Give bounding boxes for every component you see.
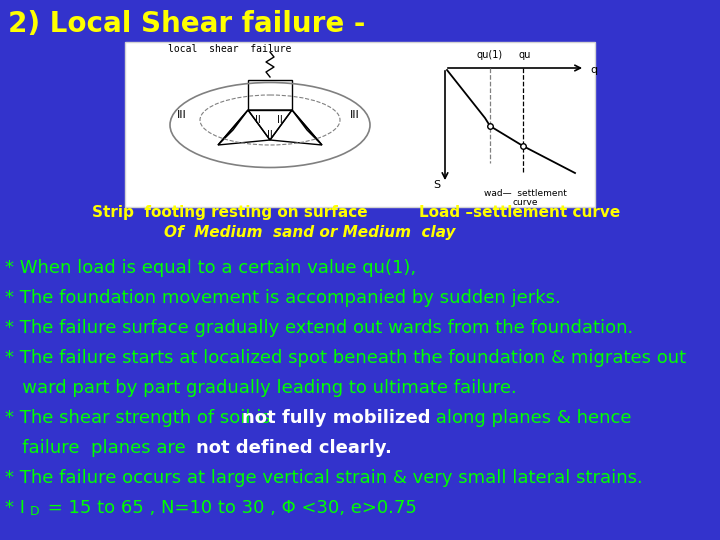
Text: 2) Local Shear failure -: 2) Local Shear failure - — [8, 10, 365, 38]
Text: II: II — [255, 115, 261, 125]
Text: * The foundation movement is accompanied by sudden jerks.: * The foundation movement is accompanied… — [5, 289, 561, 307]
Text: * The shear strength of soil is: * The shear strength of soil is — [5, 409, 276, 427]
Bar — [248, 80, 292, 110]
Text: wad—  settlement: wad— settlement — [484, 189, 567, 198]
Text: * The failure starts at localized spot beneath the foundation & migrates out: * The failure starts at localized spot b… — [5, 349, 686, 367]
Text: failure  planes are: failure planes are — [5, 439, 192, 457]
Text: D: D — [30, 505, 40, 518]
Text: qu(1): qu(1) — [477, 50, 503, 60]
Text: S: S — [433, 180, 441, 190]
Text: * The failure occurs at large vertical strain & very small lateral strains.: * The failure occurs at large vertical s… — [5, 469, 643, 487]
Bar — [125, 42, 595, 207]
Text: Strip  footing resting on surface: Strip footing resting on surface — [92, 205, 368, 220]
Text: III: III — [350, 110, 360, 120]
Text: q: q — [590, 65, 597, 75]
Text: curve: curve — [512, 198, 538, 207]
Text: Of  Medium  sand or Medium  clay: Of Medium sand or Medium clay — [164, 225, 456, 240]
Text: * The failure surface gradually extend out wards from the foundation.: * The failure surface gradually extend o… — [5, 319, 634, 337]
Text: not defined clearly.: not defined clearly. — [196, 439, 392, 457]
Text: * When load is equal to a certain value qu(1),: * When load is equal to a certain value … — [5, 259, 416, 277]
Text: * I: * I — [5, 499, 25, 517]
Text: II: II — [277, 115, 283, 125]
Text: = 15 to 65 , N=10 to 30 , Φ <30, e>0.75: = 15 to 65 , N=10 to 30 , Φ <30, e>0.75 — [42, 499, 417, 517]
Text: local  shear  failure: local shear failure — [168, 44, 292, 54]
Text: ward part by part gradually leading to ultimate failure.: ward part by part gradually leading to u… — [5, 379, 517, 397]
Text: along planes & hence: along planes & hence — [430, 409, 631, 427]
Text: not fully mobilized: not fully mobilized — [242, 409, 431, 427]
Text: Load –settlement curve: Load –settlement curve — [419, 205, 621, 220]
Text: qu: qu — [519, 50, 531, 60]
Text: III: III — [177, 110, 187, 120]
Text: II: II — [267, 130, 273, 140]
